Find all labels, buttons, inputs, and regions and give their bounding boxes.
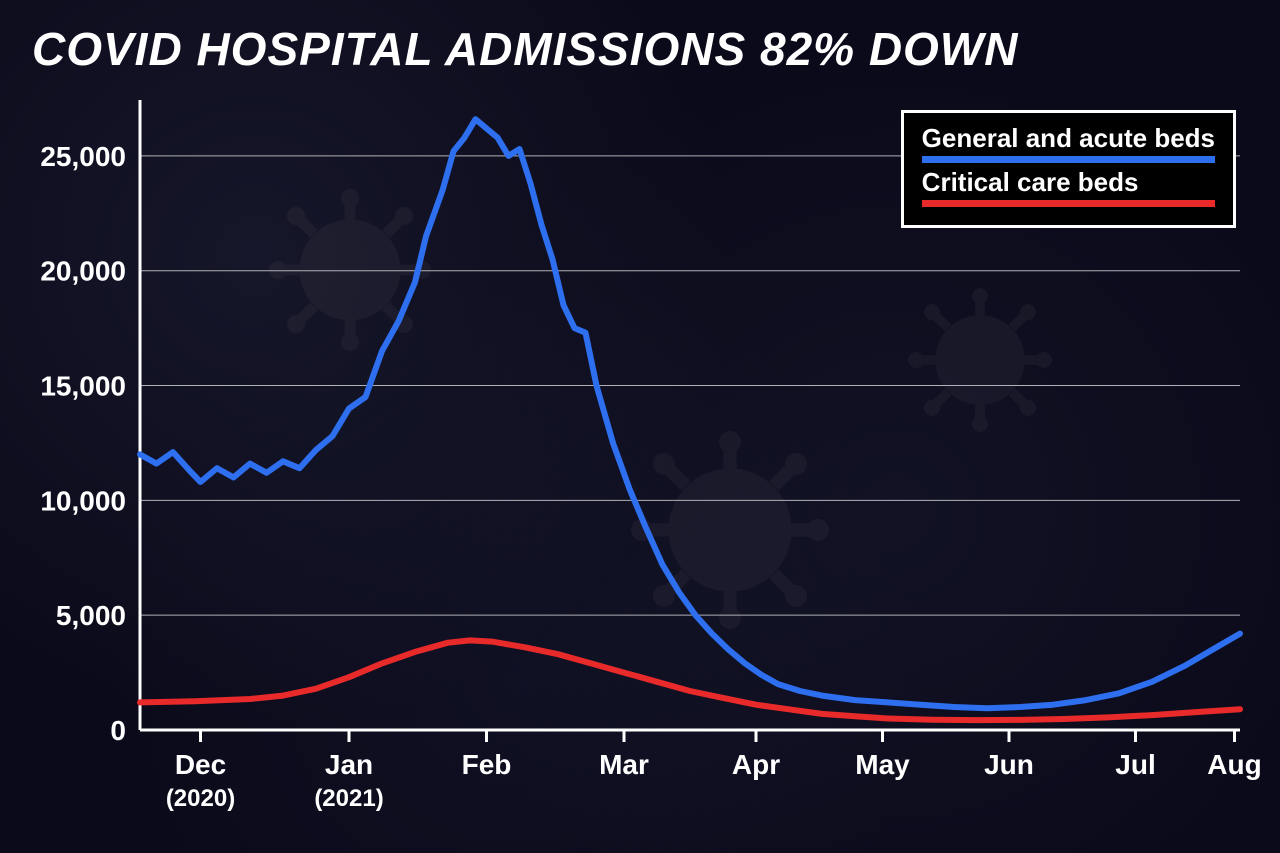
svg-text:Jul: Jul — [1115, 749, 1155, 780]
svg-text:25,000: 25,000 — [40, 141, 126, 172]
svg-text:20,000: 20,000 — [40, 256, 126, 287]
svg-text:Feb: Feb — [462, 749, 512, 780]
svg-text:Jan: Jan — [325, 749, 373, 780]
svg-text:15,000: 15,000 — [40, 371, 126, 402]
chart-title: COVID HOSPITAL ADMISSIONS 82% DOWN — [32, 22, 1018, 76]
svg-text:5,000: 5,000 — [56, 600, 126, 631]
legend-box: General and acute beds Critical care bed… — [901, 110, 1236, 228]
svg-text:(2021): (2021) — [314, 785, 383, 812]
legend-label: General and acute beds — [922, 123, 1215, 154]
svg-text:Dec: Dec — [175, 749, 226, 780]
legend-label: Critical care beds — [922, 167, 1215, 198]
svg-text:May: May — [855, 749, 910, 780]
legend-item-general: General and acute beds — [922, 123, 1215, 163]
svg-text:10,000: 10,000 — [40, 485, 126, 516]
svg-text:0: 0 — [110, 715, 126, 746]
legend-item-critical: Critical care beds — [922, 167, 1215, 207]
svg-text:Aug: Aug — [1207, 749, 1261, 780]
svg-text:Jun: Jun — [984, 749, 1034, 780]
legend-swatch — [922, 156, 1215, 163]
legend-swatch — [922, 200, 1215, 207]
svg-text:(2020): (2020) — [166, 785, 235, 812]
svg-text:Mar: Mar — [599, 749, 649, 780]
svg-text:Apr: Apr — [732, 749, 780, 780]
